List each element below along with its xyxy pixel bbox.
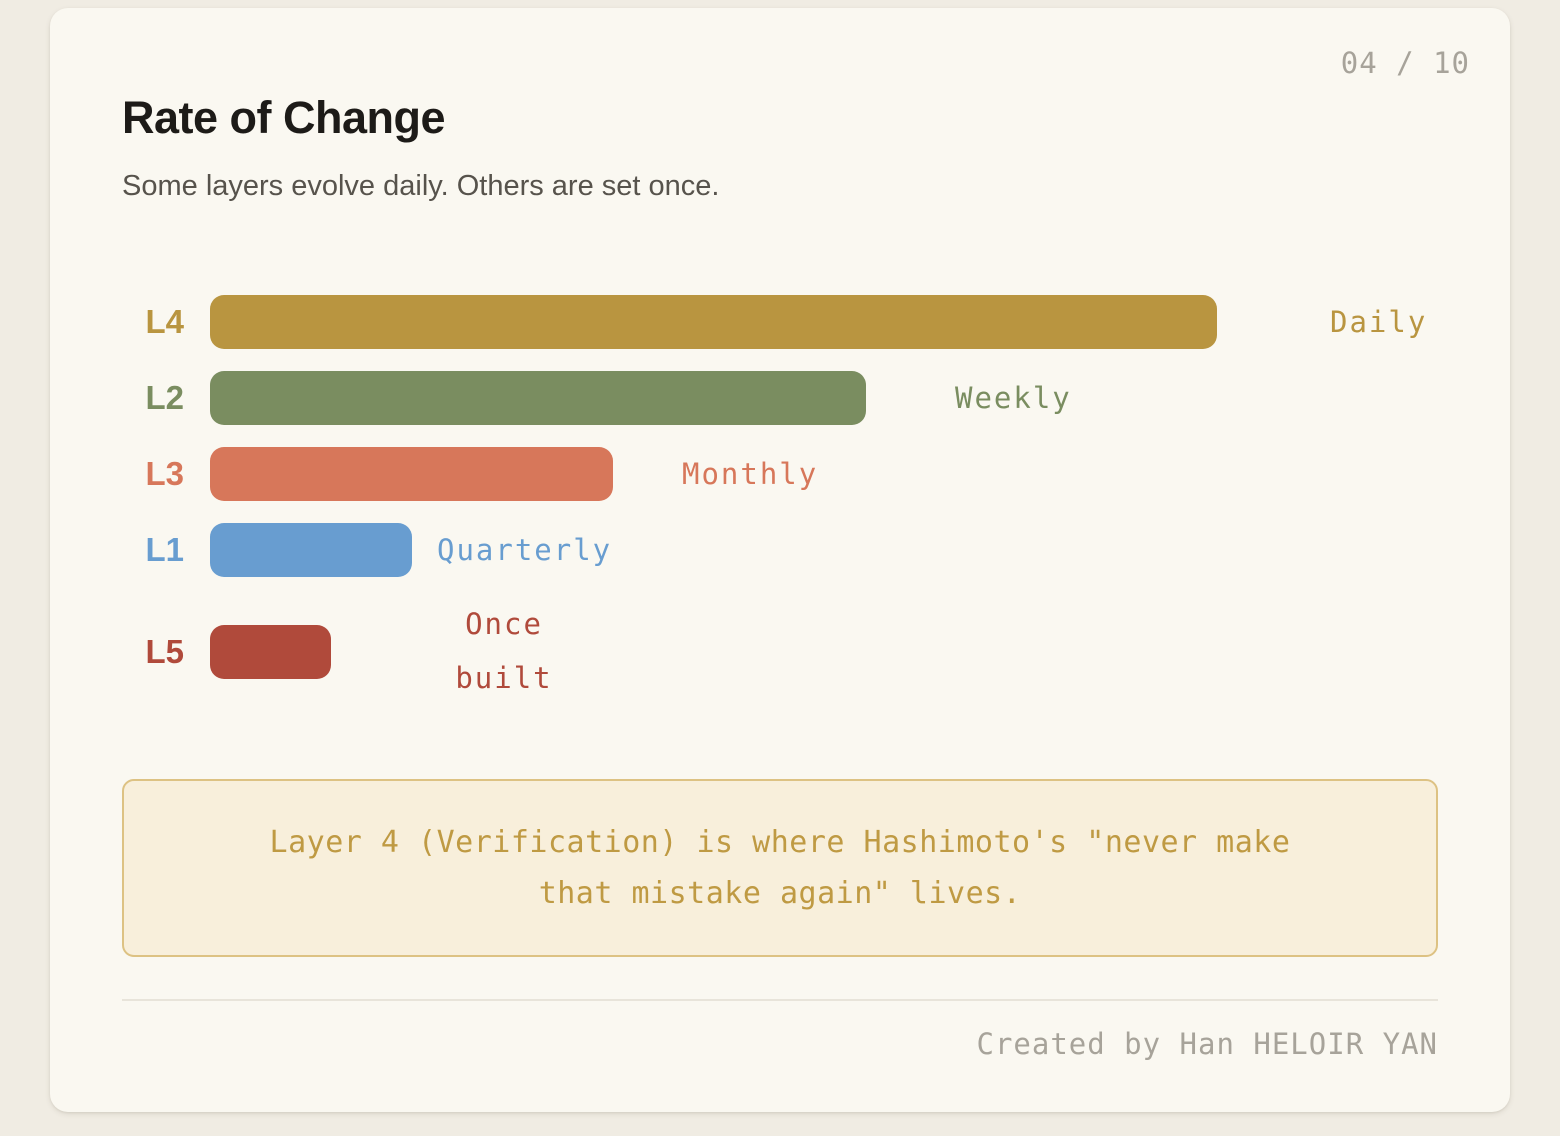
- chart-row: L2 Weekly: [122, 371, 1438, 425]
- callout-box: Layer 4 (Verification) is where Hashimot…: [122, 779, 1438, 957]
- callout-text: Layer 4 (Verification) is where Hashimot…: [269, 825, 1291, 911]
- bar: [210, 625, 331, 679]
- page-title: Rate of Change: [122, 92, 446, 143]
- row-label: L4: [145, 303, 184, 340]
- footer-divider: [122, 999, 1438, 1001]
- bar-annotation: Daily: [1330, 305, 1428, 339]
- page-indicator: 04 / 10: [1340, 46, 1470, 80]
- chart-row: L4 Daily: [122, 295, 1438, 349]
- row-label: L2: [145, 379, 184, 416]
- chart-row: L5 Once built: [122, 607, 1438, 695]
- row-label: L3: [145, 455, 184, 492]
- footer-credit: Created by Han HELOIR YAN: [976, 1027, 1438, 1061]
- row-label: L1: [145, 531, 184, 568]
- rate-of-change-chart: L4 Daily L2 Weekly L3 Monthly L1 Quarter…: [122, 295, 1438, 695]
- bar: [210, 371, 866, 425]
- row-label: L5: [145, 633, 184, 670]
- page-subtitle: Some layers evolve daily. Others are set…: [122, 170, 720, 202]
- bar: [210, 295, 1217, 349]
- bar: [210, 447, 613, 501]
- slide-card: 04 / 10 Rate of Change Some layers evolv…: [50, 8, 1510, 1112]
- bar-annotation: Monthly: [682, 457, 819, 491]
- bar-annotation: Weekly: [955, 381, 1072, 415]
- bar-annotation: Quarterly: [437, 533, 613, 567]
- chart-row: L1 Quarterly: [122, 523, 1438, 577]
- bar-annotation: Once built: [455, 607, 553, 695]
- bar: [210, 523, 412, 577]
- chart-row: L3 Monthly: [122, 447, 1438, 501]
